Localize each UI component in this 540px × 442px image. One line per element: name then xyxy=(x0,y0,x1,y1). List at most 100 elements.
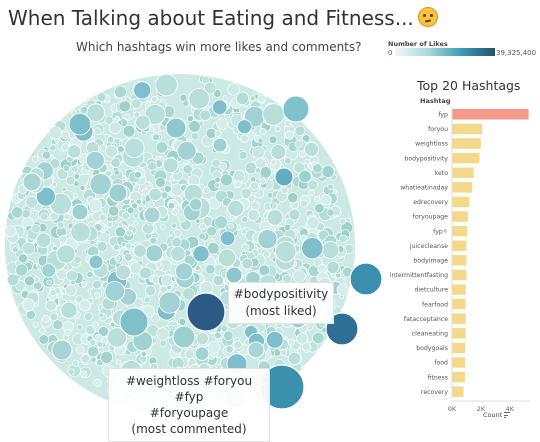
hashtag-bubble[interactable] xyxy=(25,196,38,209)
hashtag-bubble[interactable] xyxy=(11,206,24,219)
hashtag-bubble[interactable] xyxy=(271,203,278,209)
hashtag-bubble[interactable] xyxy=(114,85,127,99)
hashtag-bubble[interactable] xyxy=(56,221,65,229)
hashtag-bubble[interactable] xyxy=(274,125,281,132)
hashtag-bubble[interactable] xyxy=(52,319,64,331)
hashtag-bubble[interactable] xyxy=(42,150,51,160)
hashtag-bubble[interactable] xyxy=(51,181,58,187)
hashtag-bubble[interactable] xyxy=(199,222,207,231)
hashtag-bubble[interactable] xyxy=(49,289,57,297)
hashtag-bubble[interactable] xyxy=(155,177,166,188)
hashtag-bubble[interactable] xyxy=(313,195,321,203)
hashtag-bar[interactable] xyxy=(452,269,467,281)
hashtag-bubble[interactable] xyxy=(35,232,52,248)
hashtag-bubble[interactable] xyxy=(90,356,97,363)
hashtag-bubble[interactable] xyxy=(81,281,88,288)
hashtag-bubble[interactable] xyxy=(179,94,188,102)
hashtag-bubble[interactable] xyxy=(167,202,175,210)
hashtag-bubble[interactable] xyxy=(151,313,160,323)
hashtag-bubble[interactable] xyxy=(86,103,106,122)
hashtag-bubble[interactable] xyxy=(233,340,243,350)
hashtag-bubble[interactable] xyxy=(227,199,245,217)
hashtag-bubble[interactable] xyxy=(110,157,121,168)
hashtag-bubble[interactable] xyxy=(96,340,104,348)
hashtag-bubble[interactable] xyxy=(70,279,76,286)
hashtag-bubble[interactable] xyxy=(188,120,201,133)
hashtag-bubble[interactable] xyxy=(147,161,157,171)
hashtag-bar[interactable] xyxy=(452,182,473,193)
hashtag-bubble[interactable] xyxy=(285,130,295,140)
hashtag-bubble[interactable] xyxy=(4,225,17,238)
hashtag-bubble[interactable] xyxy=(133,220,139,226)
hashtag-bubble[interactable] xyxy=(296,332,309,345)
hashtag-bubble[interactable] xyxy=(91,321,99,329)
hashtag-bubble[interactable] xyxy=(160,224,166,230)
hashtag-bubble[interactable] xyxy=(120,96,126,102)
hashtag-bubble[interactable] xyxy=(214,331,222,339)
hashtag-bar[interactable] xyxy=(452,298,466,310)
hashtag-bubble[interactable] xyxy=(73,255,82,264)
hashtag-bubble[interactable] xyxy=(287,192,299,204)
hashtag-bubble[interactable] xyxy=(284,120,292,127)
hashtag-bubble[interactable] xyxy=(321,165,335,178)
hashtag-bubble[interactable] xyxy=(214,182,220,189)
hashtag-bubble[interactable] xyxy=(152,133,160,142)
hashtag-bubble[interactable] xyxy=(250,181,259,191)
hashtag-bubble[interactable] xyxy=(254,167,261,174)
hashtag-bubble[interactable] xyxy=(122,124,136,138)
hashtag-bubble[interactable] xyxy=(148,187,162,202)
hashtag-bubble[interactable] xyxy=(266,192,274,199)
hashtag-bubble[interactable] xyxy=(241,258,253,270)
hashtag-bubble[interactable] xyxy=(302,134,311,143)
hashtag-bubble[interactable] xyxy=(219,161,227,170)
hashtag-bubble[interactable] xyxy=(38,334,49,345)
hashtag-bubble[interactable] xyxy=(130,261,142,274)
hashtag-bubble[interactable] xyxy=(213,89,222,98)
hashtag-bubble[interactable] xyxy=(18,253,28,264)
hashtag-bubble[interactable] xyxy=(255,157,267,170)
hashtag-bubble[interactable] xyxy=(223,330,234,341)
hashtag-bubble[interactable] xyxy=(326,208,335,217)
hashtag-bubble[interactable] xyxy=(39,327,46,334)
hashtag-bubble[interactable] xyxy=(93,378,102,388)
hashtag-bar[interactable] xyxy=(452,138,481,149)
hashtag-bubble[interactable] xyxy=(96,241,108,252)
hashtag-bubble[interactable] xyxy=(24,275,35,287)
hashtag-bubble[interactable] xyxy=(312,331,325,345)
hashtag-bubble[interactable] xyxy=(136,198,142,205)
hashtag-bubble[interactable] xyxy=(270,159,277,166)
hashtag-bubble[interactable] xyxy=(259,127,267,135)
hashtag-bubble[interactable] xyxy=(171,222,178,229)
hashtag-bubble[interactable] xyxy=(308,190,315,197)
hashtag-bubble[interactable] xyxy=(327,183,334,191)
hashtag-bubble[interactable] xyxy=(173,228,182,237)
hashtag-bubble[interactable] xyxy=(238,150,248,160)
top-hashtags-bar-chart[interactable]: fyp foryou weightloss bodypositivity keto wha… xyxy=(0,0,540,432)
hashtag-bubble[interactable] xyxy=(320,194,332,206)
hashtag-bubble[interactable] xyxy=(259,177,267,185)
hashtag-bubble[interactable] xyxy=(284,223,291,231)
hashtag-bubble[interactable] xyxy=(241,216,248,223)
hashtag-bubble[interactable] xyxy=(133,81,152,100)
hashtag-bubble[interactable] xyxy=(105,145,118,158)
hashtag-bubble[interactable] xyxy=(65,176,76,186)
hashtag-bubble[interactable] xyxy=(98,312,105,319)
hashtag-bubble[interactable] xyxy=(125,242,133,250)
hashtag-bubble[interactable] xyxy=(22,298,35,312)
hashtag-bubble[interactable] xyxy=(22,242,36,256)
hashtag-bubble[interactable] xyxy=(306,216,320,230)
hashtag-bar[interactable] xyxy=(452,357,466,368)
hashtag-bubble[interactable] xyxy=(40,212,49,221)
hashtag-bubble[interactable] xyxy=(212,274,224,287)
hashtag-bubble[interactable] xyxy=(15,263,28,277)
hashtag-bubble[interactable] xyxy=(48,126,63,140)
hashtag-bubble[interactable] xyxy=(88,199,103,213)
hashtag-bubble[interactable] xyxy=(205,264,216,275)
hashtag-bubble[interactable] xyxy=(206,225,217,237)
hashtag-bubble[interactable] xyxy=(96,92,107,102)
hashtag-bubble[interactable] xyxy=(89,339,96,346)
hashtag-bar[interactable] xyxy=(452,255,467,266)
hashtag-bubble[interactable] xyxy=(216,117,229,130)
hashtag-bubble[interactable] xyxy=(294,140,303,149)
hashtag-bubble[interactable] xyxy=(114,226,126,238)
